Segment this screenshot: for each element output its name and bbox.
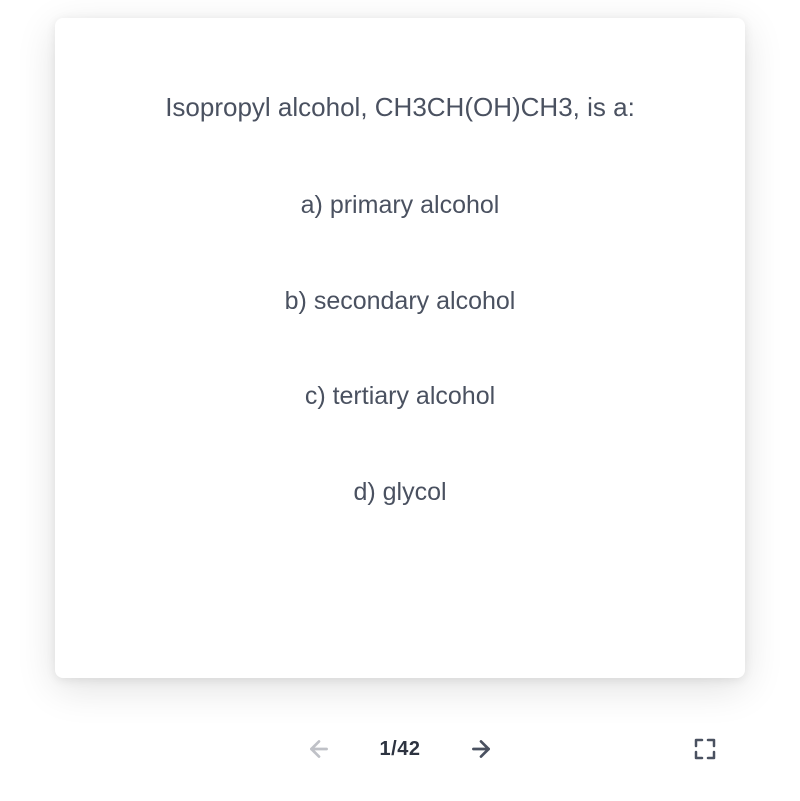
next-button[interactable]	[460, 728, 502, 770]
flashcard[interactable]: Isopropyl alcohol, CH3CH(OH)CH3, is a: a…	[55, 18, 745, 678]
option-c: c) tertiary alcohol	[105, 378, 695, 416]
previous-button[interactable]	[298, 728, 340, 770]
arrow-right-icon	[468, 736, 494, 762]
option-a: a) primary alcohol	[105, 187, 695, 225]
fullscreen-icon	[693, 737, 717, 761]
arrow-left-icon	[306, 736, 332, 762]
page-indicator: 1/42	[380, 738, 421, 761]
option-b: b) secondary alcohol	[105, 283, 695, 321]
fullscreen-button[interactable]	[685, 729, 725, 769]
pagination-controls: 1/42	[298, 728, 503, 770]
option-d: d) glycol	[105, 474, 695, 512]
question-text: Isopropyl alcohol, CH3CH(OH)CH3, is a:	[105, 88, 695, 127]
navigation-bar: 1/42	[55, 728, 745, 770]
